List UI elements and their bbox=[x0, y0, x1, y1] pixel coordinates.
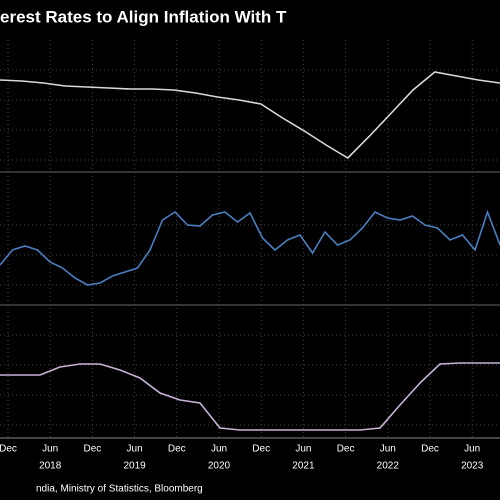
x-tick-label: Dec bbox=[252, 444, 270, 455]
x-year-label: 2021 bbox=[292, 461, 315, 472]
x-tick-label: Dec bbox=[0, 444, 17, 455]
x-tick-label: Jun bbox=[380, 444, 396, 455]
x-tick-label: Dec bbox=[421, 444, 439, 455]
x-tick-label: Jun bbox=[211, 444, 227, 455]
x-tick-label: Jun bbox=[464, 444, 480, 455]
data-line bbox=[0, 71, 500, 160]
x-year-label: 2019 bbox=[123, 461, 146, 472]
x-year-label: 2018 bbox=[39, 461, 62, 472]
x-year-label: 2020 bbox=[208, 461, 231, 472]
x-tick-label: Jun bbox=[42, 444, 58, 455]
x-tick-label: Jun bbox=[295, 444, 311, 455]
x-year-label: 2022 bbox=[377, 461, 400, 472]
x-tick-label: Dec bbox=[337, 444, 355, 455]
x-tick-label: Dec bbox=[84, 444, 102, 455]
chart-title: erest Rates to Align Inflation With T bbox=[0, 7, 287, 26]
data-line bbox=[0, 209, 500, 286]
x-tick-label: Jun bbox=[127, 444, 143, 455]
x-year-label: 2023 bbox=[461, 461, 484, 472]
x-tick-label: Dec bbox=[168, 444, 186, 455]
source-note: ndia, Ministry of Statistics, Bloomberg bbox=[36, 484, 203, 495]
data-line bbox=[0, 362, 500, 431]
